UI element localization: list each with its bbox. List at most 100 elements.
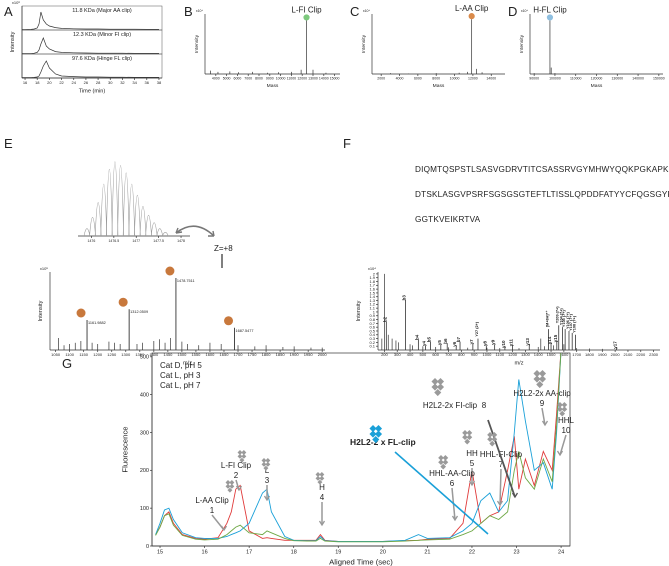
x-tick-label: 24 <box>72 80 77 85</box>
arrow-head <box>263 495 271 502</box>
arrow-head <box>541 420 549 427</box>
peak-label: b3 <box>402 295 407 301</box>
x-tick-label: 15000 <box>330 77 340 81</box>
arrow-head <box>235 485 243 492</box>
antibody-icon <box>466 434 473 441</box>
trace <box>22 11 159 30</box>
y-tick-label: 1 <box>373 309 376 314</box>
peak-marker <box>468 13 475 20</box>
peak-number: 8 <box>482 401 487 410</box>
x-tick-label: 19 <box>335 550 341 556</box>
x-tick-label: 1500 <box>177 352 187 357</box>
peak-number: 7 <box>499 460 504 469</box>
x-tick-label: 2200 <box>636 352 646 357</box>
x-tick-label: 2000 <box>318 352 328 357</box>
antibody-icon <box>438 454 444 461</box>
peak-label: [M+8H]⁸⁺ <box>545 311 549 328</box>
x-tick-label: 800 <box>458 352 465 357</box>
peak-number: 2 <box>234 471 239 480</box>
antibody-icon <box>462 434 468 441</box>
antibody-icon <box>538 370 547 378</box>
antibody-icon <box>538 375 547 383</box>
panel-label: C <box>350 4 359 19</box>
y-axis-label: Intensity <box>519 34 525 53</box>
y-tick-label: 0.4 <box>369 332 375 337</box>
y-tick-label: 0.2 <box>369 340 375 345</box>
x-tick-label: 2000 <box>377 77 385 81</box>
x-tick-label: 1650 <box>220 352 230 357</box>
y-tick-label: 0.7 <box>369 321 375 326</box>
inset-arrow <box>175 225 215 237</box>
x-tick-label: 900 <box>471 352 478 357</box>
arrow-head <box>451 515 459 522</box>
peak-number: 6 <box>450 479 455 488</box>
y-axis-label: Intensity <box>10 31 16 52</box>
x-tick-label: 1100 <box>495 352 504 357</box>
y-tick-label: 300 <box>140 430 149 436</box>
panel-title: H-FL Clip <box>533 5 567 14</box>
isotope-peak <box>106 168 113 237</box>
arrow-head <box>318 520 326 527</box>
highlight-label: H2L2-2 x FL-clip <box>350 437 416 447</box>
x-tick-label: 1300 <box>521 352 531 357</box>
y-tick-label: 0.8 <box>369 317 375 322</box>
antibody-icon <box>263 465 269 471</box>
arrow-head <box>511 492 519 499</box>
y-tick-label: 100 <box>140 506 149 512</box>
peak-label: y4 <box>421 340 426 346</box>
antibody-icon <box>372 435 380 444</box>
peak-label: y14 <box>547 336 552 344</box>
x-tick-label: 18 <box>35 80 40 85</box>
peak-label: Y105 (7+) <box>562 310 566 328</box>
x-tick-label: 22 <box>469 550 475 556</box>
x-tick-label: 12000 <box>297 77 307 81</box>
peak-number: 3 <box>265 476 270 485</box>
y-scale: x10⁵ <box>40 266 48 271</box>
y-scale: x10⁶ <box>12 0 20 5</box>
inset-tick-label: 1477 <box>132 239 140 243</box>
antibody-icon <box>438 459 444 466</box>
peak-label: Y106 (7+) <box>566 311 570 329</box>
antibody-icon <box>431 378 439 386</box>
peak-label: 1161.9882 <box>88 321 106 325</box>
y-tick-label: 0.9 <box>369 313 375 318</box>
legend-label: Cat L, pH 3 <box>160 371 201 380</box>
x-tick-label: 1050 <box>51 352 61 357</box>
trace-label: 11.8 KDa (Major AA clip) <box>72 8 132 14</box>
antibody-icon <box>315 471 321 477</box>
x-tick-label: 1100 <box>65 352 74 357</box>
antibody-icon <box>489 440 496 447</box>
y-scale: x10⁴ <box>368 266 376 271</box>
sequence-line: DTSKLASGVPSRFSGSGSGTEFTLTISSLQPDDFATYYCF… <box>415 190 669 199</box>
x-tick-label: 14000 <box>319 77 329 81</box>
x-tick-label: 500 <box>420 352 427 357</box>
annotation-arrow <box>559 434 567 456</box>
isotope-peak <box>156 228 164 237</box>
antibody-icon <box>462 430 468 436</box>
y-tick-label: 0.3 <box>369 336 375 341</box>
antibody-icon <box>536 380 544 389</box>
peak-annotation: H2L2-2x AA-clip <box>513 389 571 398</box>
trace-label: 12.3 KDa (Minor FI clip) <box>73 32 131 38</box>
antibody-icon <box>464 438 471 445</box>
x-tick-label: 18 <box>291 550 297 556</box>
peak-marker <box>224 316 234 326</box>
peak-number: 5 <box>470 459 475 468</box>
arrow-head <box>220 525 228 532</box>
peak-marker <box>546 14 554 21</box>
x-tick-label: 700 <box>445 352 452 357</box>
x-tick-label: 20 <box>47 80 52 85</box>
isotope-peak <box>145 214 152 237</box>
x-tick-label: 30 <box>108 80 113 85</box>
y-tick-label: 1.6 <box>369 287 375 292</box>
antibody-icon <box>436 383 445 391</box>
x-tick-label: 12000 <box>468 77 478 81</box>
peak-label: y11 <box>509 339 514 347</box>
antibody-icon <box>374 430 383 438</box>
panel-label: F <box>343 136 351 151</box>
x-tick-label: 4000 <box>212 77 220 81</box>
y-axis-label: Intensity <box>361 34 367 53</box>
inset-tick-label: 1477.5 <box>153 239 164 243</box>
x-axis-label: m/z <box>514 360 523 366</box>
